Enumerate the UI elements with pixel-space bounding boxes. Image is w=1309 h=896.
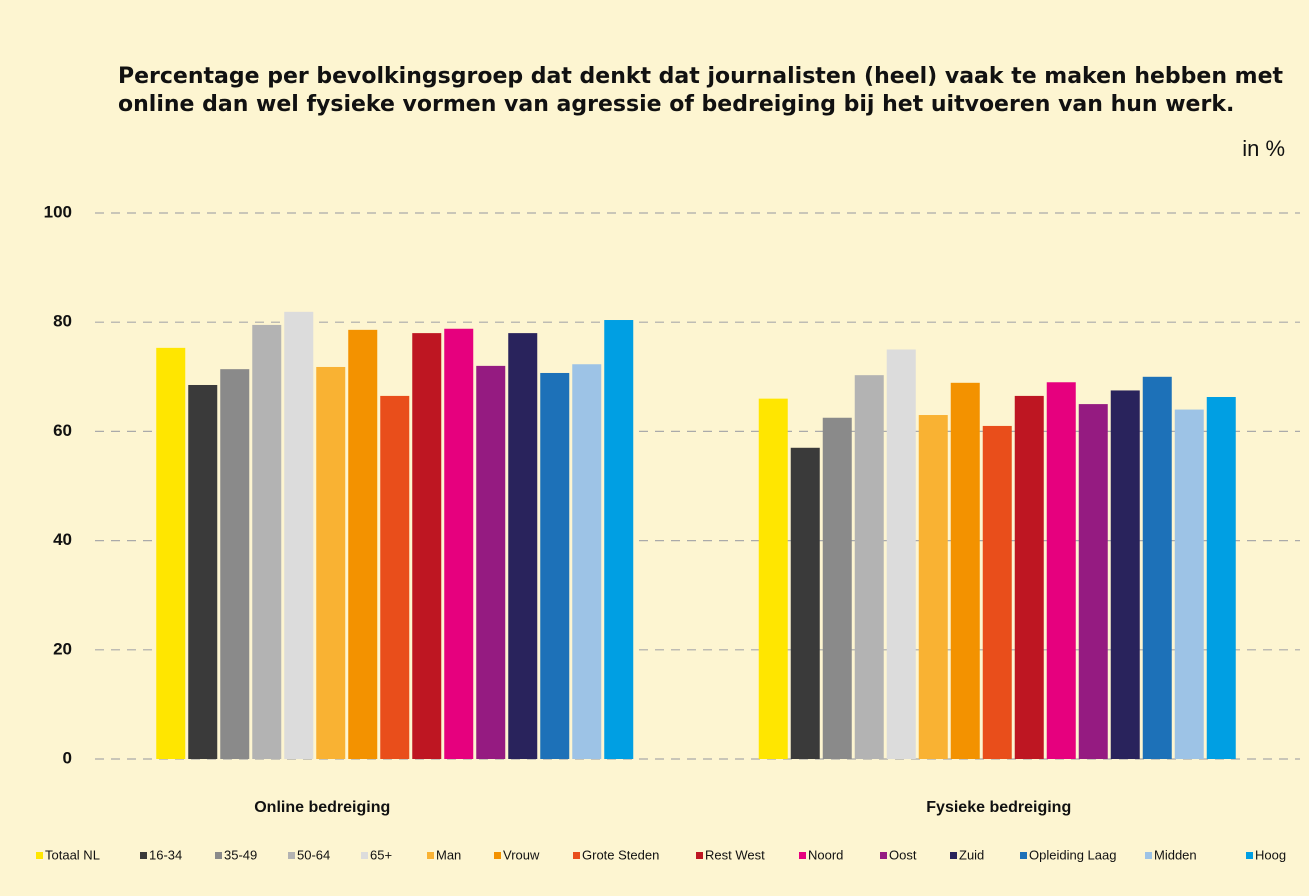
- bar: [476, 365, 506, 759]
- y-tick-label: 100: [44, 202, 72, 221]
- unit-label: in %: [1242, 136, 1285, 161]
- legend-swatch: [494, 852, 501, 859]
- y-tick-label: 20: [53, 639, 72, 658]
- x-tick-label: Fysieke bedreiging: [926, 799, 1071, 816]
- bar: [1174, 409, 1204, 759]
- bar: [918, 415, 948, 759]
- legend-label: Rest West: [705, 847, 765, 862]
- legend-swatch: [1145, 852, 1152, 859]
- bar: [572, 364, 602, 759]
- legend-label: Man: [436, 847, 461, 862]
- legend-swatch: [140, 852, 147, 859]
- legend-label: Grote Steden: [582, 847, 659, 862]
- legend-label: 65+: [370, 847, 392, 862]
- legend-label: Noord: [808, 847, 843, 862]
- bar: [1014, 395, 1044, 759]
- legend-swatch: [573, 852, 580, 859]
- bar: [1110, 390, 1140, 759]
- y-tick-label: 80: [53, 312, 72, 331]
- bar: [188, 384, 218, 759]
- legend-swatch: [288, 852, 295, 859]
- y-tick-label: 40: [53, 530, 72, 549]
- bar: [284, 311, 314, 759]
- legend-label: 16-34: [149, 847, 182, 862]
- bar: [790, 447, 820, 759]
- bar: [1046, 382, 1076, 759]
- bar: [886, 349, 916, 759]
- bar: [252, 324, 282, 759]
- legend-swatch: [950, 852, 957, 859]
- legend-label: 50-64: [297, 847, 330, 862]
- bar: [348, 329, 378, 759]
- y-tick-label: 0: [63, 748, 72, 767]
- legend-swatch: [215, 852, 222, 859]
- legend-swatch: [361, 852, 368, 859]
- legend-label: 35-49: [224, 847, 257, 862]
- bar: [508, 333, 538, 759]
- y-tick-label: 60: [53, 421, 72, 440]
- chart-title: online dan wel fysieke vormen van agress…: [118, 92, 1234, 117]
- bar: [220, 369, 250, 759]
- legend-swatch: [799, 852, 806, 859]
- legend-swatch: [880, 852, 887, 859]
- x-tick-label: Online bedreiging: [254, 799, 390, 816]
- legend-label: Opleiding Laag: [1029, 847, 1116, 862]
- bar: [1142, 376, 1172, 759]
- legend-swatch: [36, 852, 43, 859]
- bar: [822, 417, 852, 759]
- bar: [540, 372, 570, 759]
- legend-swatch: [1246, 852, 1253, 859]
- legend-label: Oost: [889, 847, 917, 862]
- legend-label: Totaal NL: [45, 847, 100, 862]
- legend-label: Vrouw: [503, 847, 540, 862]
- bar: [758, 398, 788, 759]
- bar: [412, 333, 442, 759]
- legend-label: Hoog: [1255, 847, 1286, 862]
- bar: [156, 347, 186, 759]
- legend-label: Zuid: [959, 847, 984, 862]
- bar: [380, 395, 410, 759]
- legend-swatch: [1020, 852, 1027, 859]
- legend-swatch: [427, 852, 434, 859]
- chart-title: Percentage per bevolkingsgroep dat denkt…: [118, 64, 1284, 89]
- legend-swatch: [696, 852, 703, 859]
- bar: [854, 375, 884, 759]
- bar: [1078, 404, 1108, 759]
- bar: [1206, 397, 1236, 759]
- bar: [316, 366, 346, 759]
- bar: [604, 320, 634, 759]
- bar: [982, 425, 1012, 759]
- bar: [444, 328, 474, 759]
- bar: [950, 382, 980, 759]
- legend-label: Midden: [1154, 847, 1197, 862]
